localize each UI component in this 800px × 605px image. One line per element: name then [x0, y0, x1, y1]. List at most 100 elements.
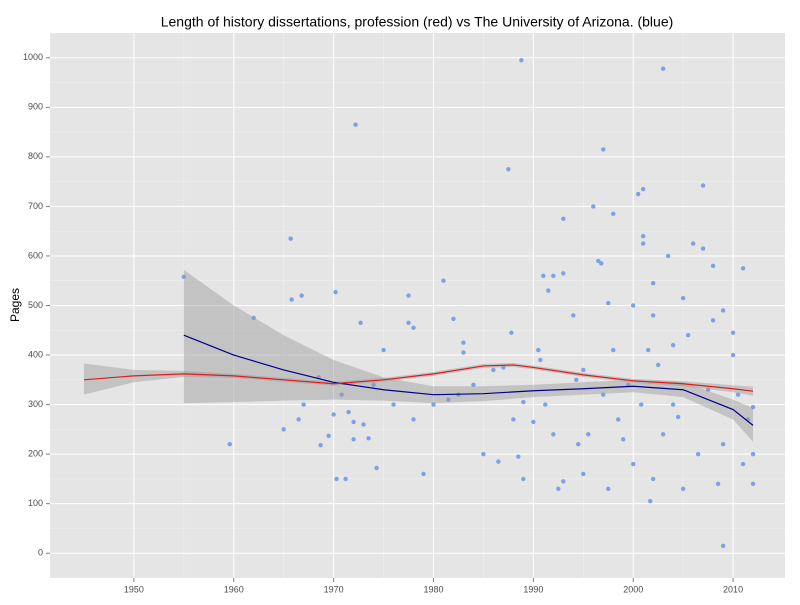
scatter-point: [511, 417, 516, 422]
scatter-point: [750, 451, 756, 457]
y-tick-label: 900: [28, 102, 43, 112]
scatter-point: [411, 325, 416, 330]
scatter-point: [366, 436, 371, 441]
scatter-point: [358, 320, 363, 326]
scatter-point: [181, 274, 187, 279]
scatter-point: [606, 300, 611, 306]
scatter-point: [326, 433, 331, 439]
scatter-point: [650, 476, 656, 482]
scatter-point: [536, 347, 541, 353]
scatter-point: [720, 308, 726, 313]
scatter-point: [491, 367, 496, 373]
scatter-point: [339, 392, 344, 397]
scatter-point: [561, 479, 566, 484]
scatter-point: [660, 432, 666, 437]
y-tick-label: 700: [28, 201, 43, 211]
scatter-point: [441, 278, 446, 283]
scatter-point: [596, 258, 601, 264]
scatter-point: [700, 246, 706, 251]
scatter-point: [481, 451, 486, 457]
scatter-point: [391, 402, 396, 407]
scatter-point: [299, 293, 304, 298]
scatter-point: [371, 382, 376, 387]
scatter-point: [650, 313, 656, 318]
scatter-point: [730, 330, 736, 335]
scatter-point: [353, 122, 358, 127]
scatter-point: [301, 402, 306, 407]
scatter-point: [675, 414, 681, 420]
scatter-point: [333, 289, 338, 295]
scatter-point: [750, 481, 756, 487]
x-tick-label: 1960: [224, 584, 244, 594]
fit-line: [183, 334, 754, 426]
scatter-point: [740, 266, 746, 271]
fit-line: [83, 364, 754, 392]
x-tick-label: 1990: [523, 584, 543, 594]
scatter-point: [680, 295, 686, 301]
scatter-point: [318, 443, 323, 448]
scatter-point: [538, 357, 543, 363]
scatter-point: [519, 58, 524, 63]
scatter-point: [640, 233, 646, 239]
scatter-point: [611, 347, 616, 353]
scatter-point: [561, 216, 566, 221]
scatter-point: [551, 432, 556, 437]
scatter-point: [346, 409, 351, 415]
x-tick-label: 2010: [723, 584, 743, 594]
scatter-point: [543, 402, 548, 407]
scatter-point: [591, 204, 596, 209]
y-tick-label: 0: [38, 548, 43, 558]
scatter-point: [645, 347, 651, 353]
scatter-point: [551, 273, 556, 278]
y-tick-label: 100: [28, 498, 43, 508]
scatter-point: [281, 427, 286, 432]
scatter-point: [541, 273, 546, 278]
scatter-point: [710, 318, 716, 323]
scatter-point: [451, 316, 456, 322]
scatter-point: [431, 402, 436, 407]
scatter-point: [650, 281, 656, 286]
scatter-point: [351, 419, 356, 425]
y-tick-label: 800: [28, 151, 43, 161]
scatter-point: [343, 476, 348, 482]
x-tick-label: 2000: [623, 584, 643, 594]
scatter-point: [381, 347, 386, 353]
scatter-point: [631, 461, 636, 467]
scatter-point: [506, 167, 511, 172]
scatter-point: [638, 402, 644, 407]
confidence-band: [183, 269, 754, 442]
scatter-point: [334, 476, 339, 482]
scatter-point: [606, 486, 611, 492]
scatter-point: [461, 340, 466, 345]
scatter-point: [227, 442, 232, 447]
scatter-point: [640, 186, 646, 192]
y-tick-label: 600: [28, 250, 43, 260]
scatter-point: [616, 417, 621, 422]
scatter-point: [251, 315, 256, 321]
scatter-point: [516, 454, 521, 459]
scatter-point: [685, 333, 691, 338]
scatter-point: [631, 303, 636, 308]
scatter-point: [556, 486, 561, 492]
x-tick-label: 1980: [423, 584, 443, 594]
scatter-point: [581, 471, 586, 477]
scatter-point: [581, 367, 586, 373]
scatter-point: [289, 297, 294, 302]
scatter-point: [446, 397, 451, 402]
scatter-point: [331, 412, 336, 417]
scatter-point: [471, 382, 476, 387]
scatter-point: [705, 387, 711, 392]
scatter-point: [730, 352, 736, 358]
scatter-point: [611, 211, 616, 217]
scatter-point: [710, 263, 716, 269]
scatter-point: [374, 465, 379, 471]
scatter-point: [635, 191, 641, 197]
scatter-point: [411, 417, 416, 422]
y-tick-label: 400: [28, 349, 43, 359]
scatter-point: [665, 253, 671, 259]
scatter-point: [546, 288, 551, 293]
y-axis-label: Pages: [8, 288, 22, 322]
scatter-point: [296, 417, 301, 422]
scatter-point: [361, 422, 366, 427]
